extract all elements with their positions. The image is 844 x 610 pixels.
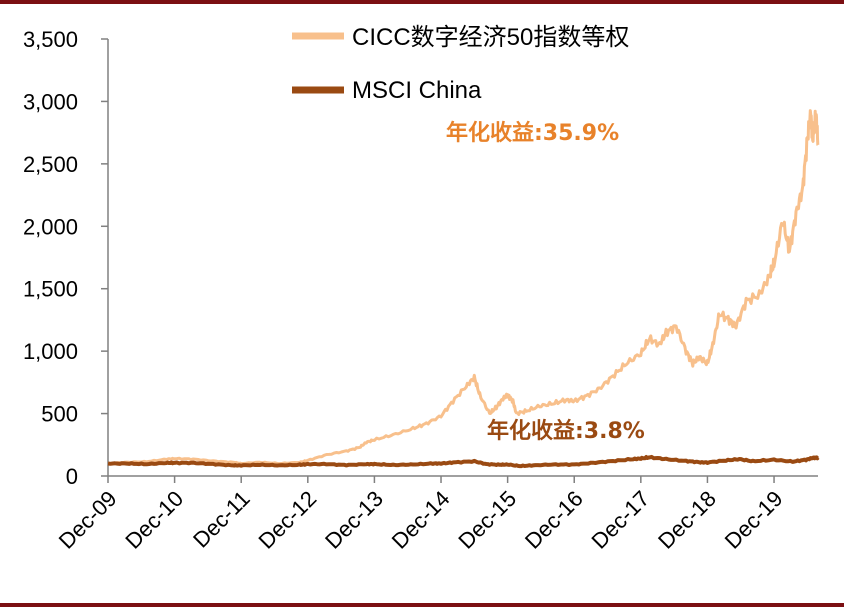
- annotation-msci-annualized-return: 年化收益:3.8%: [487, 418, 645, 444]
- x-tick-label: Dec-16: [520, 486, 588, 554]
- annotation-cicc-annualized-return: 年化收益:35.9%: [446, 120, 619, 146]
- y-tick-label: 2,500: [23, 152, 78, 177]
- y-axis: 0 500 1,000 1,500 2,000 2,500 3,000 3,500: [23, 27, 109, 489]
- y-tick-label: 1,500: [23, 277, 78, 302]
- x-tick-label: Dec-10: [120, 486, 188, 554]
- x-tick-label: Dec-14: [387, 486, 455, 554]
- top-border: [0, 0, 844, 4]
- x-tick-label: Dec-12: [254, 486, 322, 554]
- y-tick-label: 2,000: [23, 214, 78, 239]
- bottom-border: [0, 603, 844, 607]
- x-tick-label: Dec-13: [320, 486, 388, 554]
- x-tick-label: Dec-15: [453, 486, 521, 554]
- x-tick-label: Dec-19: [720, 486, 788, 554]
- y-tick-label: 1,000: [23, 339, 78, 364]
- x-tick-label: Dec-17: [587, 486, 655, 554]
- y-tick-label: 3,000: [23, 89, 78, 114]
- x-tick-label: Dec-18: [653, 486, 721, 554]
- series-line-msci-china: [107, 454, 820, 469]
- y-tick-label: 0: [66, 464, 78, 489]
- y-tick-label: 500: [41, 402, 78, 427]
- legend-label-cicc: CICC数字经济50指数等权: [352, 24, 629, 51]
- x-tick-label: Dec-09: [54, 486, 122, 554]
- series-line-cicc-digital-economy-50: [107, 109, 820, 466]
- legend: CICC数字经济50指数等权 MSCI China: [292, 24, 629, 104]
- legend-label-msci: MSCI China: [352, 77, 482, 104]
- y-tick-label: 3,500: [23, 27, 78, 52]
- x-tick-label: Dec-11: [188, 486, 255, 553]
